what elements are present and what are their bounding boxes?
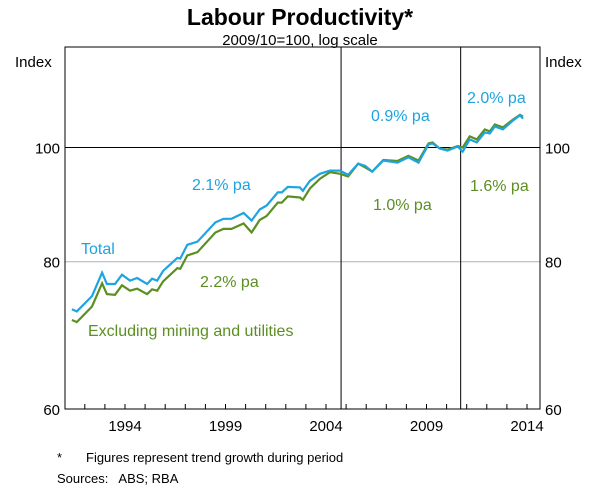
growth-label-total-1: 2.1% pa bbox=[192, 177, 251, 194]
x-tick-label: 1999 bbox=[209, 418, 242, 435]
y-tick-label-right: 80 bbox=[545, 255, 562, 272]
y-axis-label-right: Index bbox=[545, 54, 582, 71]
sources: Sources: ABS; RBA bbox=[57, 471, 179, 486]
chart-title: Labour Productivity* bbox=[187, 4, 413, 30]
chart-subtitle: 2009/10=100, log scale bbox=[222, 32, 378, 49]
y-tick-label-left: 80 bbox=[43, 255, 60, 272]
y-tick-label-left: 60 bbox=[43, 402, 60, 419]
total-series-line bbox=[71, 113, 524, 313]
y-tick-label-right: 100 bbox=[545, 141, 570, 158]
x-tick-label: 2009 bbox=[410, 418, 443, 435]
excl-label: Excluding mining and utilities bbox=[88, 323, 293, 340]
excl-series-line bbox=[71, 113, 524, 324]
y-tick-label-left: 100 bbox=[35, 141, 60, 158]
footnote-text: Figures represent trend growth during pe… bbox=[86, 450, 343, 465]
growth-label-total-2: 0.9% pa bbox=[371, 108, 430, 125]
y-tick-label-right: 60 bbox=[545, 402, 562, 419]
x-tick-label: 1994 bbox=[108, 418, 141, 435]
total-label: Total bbox=[81, 241, 115, 258]
growth-label-excl-2: 1.0% pa bbox=[373, 197, 432, 214]
growth-label-excl-3: 1.6% pa bbox=[470, 178, 529, 195]
plot-frame bbox=[64, 46, 541, 410]
x-tick-label: 2004 bbox=[309, 418, 342, 435]
y-axis-label-left: Index bbox=[15, 54, 52, 71]
growth-label-total-3: 2.0% pa bbox=[467, 90, 526, 107]
footnote-marker: * bbox=[57, 450, 62, 465]
growth-label-excl-1: 2.2% pa bbox=[200, 274, 259, 291]
x-tick-label: 2014 bbox=[510, 418, 543, 435]
